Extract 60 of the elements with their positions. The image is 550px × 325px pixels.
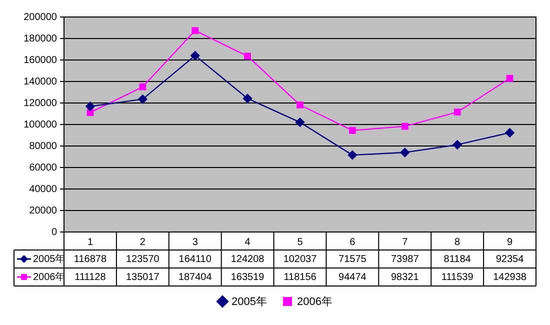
data-label: 124208	[230, 254, 265, 265]
x-tick-label: 1	[87, 236, 94, 248]
data-label: 111128	[74, 272, 106, 283]
y-tick-label: 100000	[24, 119, 58, 130]
data-label: 73987	[390, 254, 420, 265]
data-label: 118156	[284, 272, 317, 283]
data-label: 135017	[126, 272, 160, 283]
data-label: 71575	[338, 254, 367, 265]
x-tick-label: 4	[244, 236, 251, 248]
y-tick-label: 80000	[29, 140, 58, 152]
point	[349, 127, 356, 134]
point	[348, 150, 358, 160]
data-label: 111539	[441, 272, 474, 283]
y-tick-label: 200000	[24, 12, 58, 23]
point	[295, 118, 305, 127]
x-tick-label: 2	[140, 236, 146, 248]
x-tick-label: 7	[402, 236, 408, 248]
point	[244, 52, 251, 60]
y-tick-label: 20000	[29, 205, 58, 216]
point	[400, 148, 410, 158]
point	[452, 140, 462, 150]
point	[190, 50, 200, 60]
data-label: 123570	[126, 254, 160, 265]
x-tick-label: 5	[297, 236, 304, 248]
point	[505, 128, 514, 138]
data-label: 102037	[283, 254, 318, 265]
x-tick-label: 3	[192, 236, 198, 248]
y-tick-label: 160000	[24, 54, 58, 66]
point	[401, 122, 408, 130]
x-tick-label: 8	[454, 236, 461, 248]
y-tick-label: 60000	[29, 162, 58, 174]
point	[139, 83, 146, 90]
legend-label: 2005年	[33, 252, 66, 265]
point	[86, 102, 95, 111]
y-tick-label: 140000	[24, 76, 58, 88]
y-tick-label: 120000	[24, 98, 58, 109]
text: 2006年	[297, 296, 332, 308]
x-tick-label: 9	[506, 236, 513, 248]
data-label: 142938	[493, 272, 527, 283]
data-label: 164110	[178, 254, 212, 265]
point	[296, 102, 304, 108]
data-label: 94474	[338, 272, 367, 283]
y-tick-label: 180000	[24, 33, 58, 44]
point	[454, 108, 461, 116]
point	[506, 74, 514, 82]
y-tick-label: 40000	[29, 184, 58, 195]
point	[138, 94, 148, 104]
point	[86, 109, 94, 116]
point	[192, 27, 199, 34]
y-tick-label: 0	[51, 226, 58, 238]
legend-label: 2006年	[33, 270, 66, 283]
data-label: 81184	[444, 254, 472, 265]
data-label: 116878	[74, 254, 107, 265]
data-label: 98321	[390, 272, 420, 283]
data-label: 92354	[496, 254, 524, 265]
data-label: 187404	[178, 272, 212, 283]
text: 2005年	[232, 296, 267, 308]
point	[242, 94, 252, 104]
x-tick-label: 6	[350, 236, 356, 248]
data-label: 163519	[230, 272, 265, 283]
